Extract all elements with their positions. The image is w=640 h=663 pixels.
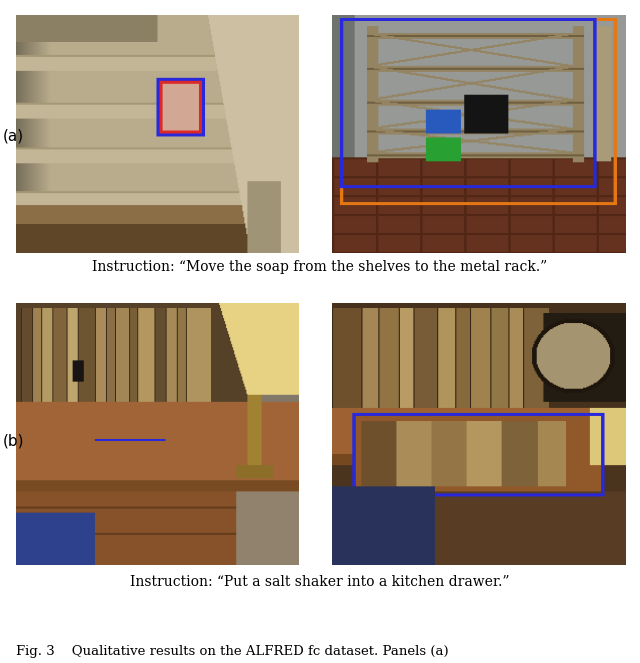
Text: (b): (b): [3, 434, 25, 448]
Text: (a): (a): [3, 129, 24, 143]
Text: Instruction: “Put a salt shaker into a kitchen drawer.”: Instruction: “Put a salt shaker into a k…: [131, 575, 509, 589]
Text: Instruction: “Move the soap from the shelves to the metal rack.”: Instruction: “Move the soap from the she…: [92, 260, 548, 274]
Text: Fig. 3    Qualitative results on the ALFRED fc dataset. Panels (a): Fig. 3 Qualitative results on the ALFRED…: [16, 644, 449, 658]
